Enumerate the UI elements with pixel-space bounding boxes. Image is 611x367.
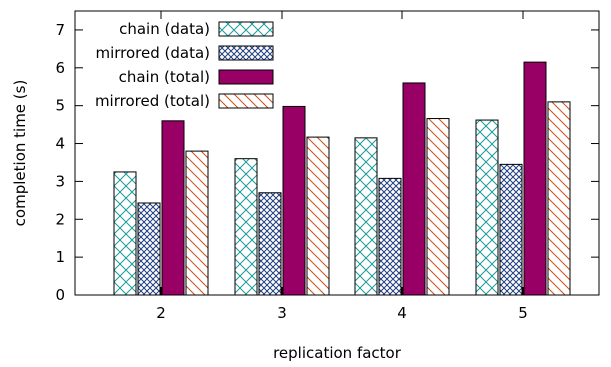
legend-swatch [218, 21, 274, 37]
y-tick-label: 5 [55, 97, 65, 115]
bar-chain-data-5 [475, 119, 499, 296]
x-axis-ticks: 2 3 4 5 [156, 11, 528, 322]
bar-mirrored-total-3 [306, 136, 330, 296]
legend-swatch [218, 69, 274, 85]
y-tick-label: 4 [55, 135, 65, 153]
bar-chain-data-4 [354, 137, 378, 296]
bar-chain-total-2 [161, 120, 185, 296]
legend-label: chain (data) [119, 20, 210, 38]
x-tick-label: 5 [518, 304, 528, 322]
y-axis-ticks: 0 1 2 3 4 5 6 7 [55, 21, 599, 304]
x-tick-label: 2 [156, 304, 166, 322]
bar-mirrored-data-3 [258, 192, 282, 296]
x-tick-label: 4 [397, 304, 407, 322]
bar-chain-total-3 [282, 105, 306, 296]
bar-chain-total-5 [523, 61, 547, 296]
y-tick-label: 1 [55, 248, 65, 266]
y-tick-label: 0 [55, 286, 65, 304]
bar-mirrored-total-4 [426, 118, 450, 296]
plot-frame [74, 10, 600, 296]
bar-mirrored-total-5 [547, 101, 571, 296]
y-axis-label: completion time (s) [11, 80, 29, 227]
legend-swatch [218, 93, 274, 109]
x-axis-label: replication factor [273, 344, 402, 362]
x-tick-label: 3 [277, 304, 287, 322]
bar-mirrored-data-2 [137, 202, 161, 296]
bar-mirrored-data-4 [378, 177, 402, 296]
bar-mirrored-total-2 [185, 150, 209, 296]
legend-swatch [218, 45, 274, 61]
y-tick-label: 3 [55, 172, 65, 190]
y-tick-label: 6 [55, 59, 65, 77]
legend: chain (data) mirrored (data) chain (total)… [95, 20, 274, 110]
legend-label: mirrored (total) [95, 92, 210, 110]
bar-mirrored-data-5 [499, 163, 523, 296]
bar-chain-data-3 [234, 158, 258, 296]
bar-chain-total-4 [402, 82, 426, 296]
legend-label: chain (total) [119, 68, 210, 86]
y-tick-label: 2 [55, 210, 65, 228]
legend-label: mirrored (data) [95, 44, 210, 62]
y-tick-label: 7 [55, 21, 65, 39]
bar-chain-data-2 [113, 171, 137, 296]
